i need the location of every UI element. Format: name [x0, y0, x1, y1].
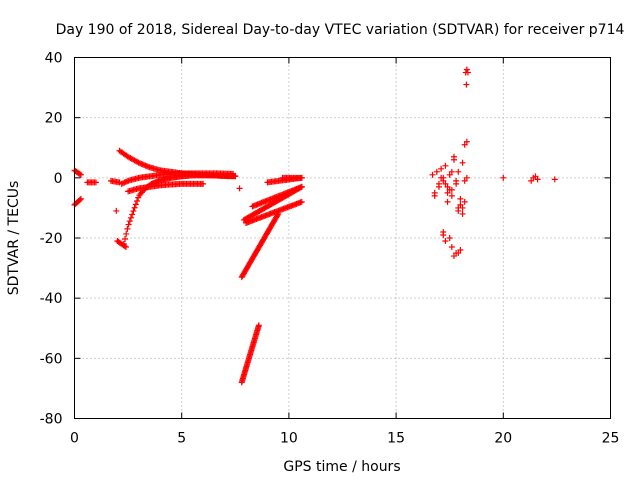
x-tick-label: 0	[70, 431, 79, 447]
data-point	[122, 244, 129, 251]
data-point	[457, 195, 464, 202]
data-point	[500, 174, 507, 181]
data-point	[132, 201, 139, 208]
data-point	[457, 201, 464, 208]
y-tick-label: 40	[45, 51, 63, 67]
data-point	[128, 214, 135, 221]
chart-title: Day 190 of 2018, Sidereal Day-to-day VTE…	[56, 22, 625, 38]
data-point	[532, 173, 539, 180]
data-point	[450, 153, 457, 160]
y-tick-label: -40	[40, 291, 63, 307]
data-point	[444, 189, 451, 196]
x-tick-label: 20	[494, 431, 512, 447]
data-point	[459, 159, 466, 166]
data-point	[463, 174, 470, 181]
data-point	[120, 180, 127, 187]
data-point	[455, 250, 462, 257]
data-point	[442, 162, 449, 169]
grid-layer	[74, 57, 611, 419]
x-tick-label: 15	[387, 431, 405, 447]
data-point	[457, 247, 464, 254]
data-point	[448, 168, 455, 175]
data-point	[446, 171, 453, 178]
data-point	[446, 186, 453, 193]
data-point	[113, 207, 120, 214]
data-point	[448, 192, 455, 199]
data-point	[459, 204, 466, 211]
x-tick-label: 25	[602, 431, 620, 447]
data-point	[429, 171, 436, 178]
data-point	[442, 238, 449, 245]
data-point	[464, 69, 471, 76]
data-point	[125, 221, 132, 228]
x-axis-label: GPS time / hours	[283, 459, 400, 475]
data-point	[444, 183, 451, 190]
data-point	[76, 171, 83, 178]
data-point	[255, 322, 262, 329]
data-point	[459, 210, 466, 217]
data-point	[455, 207, 462, 214]
data-point	[122, 178, 129, 185]
data-point	[298, 174, 305, 181]
data-point	[77, 195, 84, 202]
data-point	[130, 208, 137, 215]
data-point	[442, 180, 449, 187]
data-point	[121, 179, 128, 186]
data-point	[463, 81, 470, 88]
data-point	[461, 141, 468, 148]
ticks-layer	[74, 57, 611, 419]
y-tick-label: -20	[40, 231, 63, 247]
data-point	[431, 192, 438, 199]
data-point	[298, 183, 305, 190]
data-point	[438, 165, 445, 172]
data-point	[446, 235, 453, 241]
data-point	[440, 228, 447, 235]
data-point	[455, 168, 462, 175]
x-tick-label: 5	[177, 431, 186, 447]
data-point	[120, 241, 127, 248]
data-point	[444, 198, 451, 205]
data-point	[92, 179, 99, 186]
data-point	[123, 230, 130, 237]
y-tick-label: 20	[45, 111, 63, 127]
data-point	[433, 168, 440, 175]
data-point	[118, 180, 125, 187]
data-point	[134, 158, 141, 165]
data-point	[534, 176, 541, 183]
data-point	[135, 159, 142, 166]
data-point	[236, 185, 243, 192]
y-tick-label: -80	[40, 412, 63, 428]
data-point	[77, 171, 84, 178]
data-point	[463, 138, 470, 145]
data-point	[461, 198, 468, 205]
data-point	[461, 177, 468, 184]
data-point	[450, 253, 457, 260]
data-point	[122, 235, 129, 242]
y-tick-label: -60	[40, 351, 63, 367]
data-point	[435, 183, 442, 190]
data-point	[200, 180, 207, 187]
y-axis-label: SDTVAR / TECUs	[6, 181, 22, 296]
x-tick-label: 10	[280, 431, 298, 447]
data-point	[133, 197, 140, 204]
data-point	[448, 244, 455, 251]
data-point	[76, 196, 83, 203]
data-point	[131, 204, 138, 211]
data-point	[298, 198, 305, 205]
data-point	[438, 174, 445, 181]
data-point	[124, 225, 131, 232]
data-point	[453, 177, 460, 184]
data-point	[129, 211, 136, 218]
data-point	[126, 218, 133, 225]
data-point	[528, 177, 535, 184]
tick-labels-layer: 0 5 10 15 20 25 -80 -60 -40 -20 0 20 40	[40, 51, 620, 447]
data-points-layer	[71, 66, 558, 386]
data-point	[551, 176, 558, 183]
data-point	[463, 66, 470, 73]
data-point	[232, 173, 239, 180]
y-tick-label: 0	[54, 171, 63, 187]
